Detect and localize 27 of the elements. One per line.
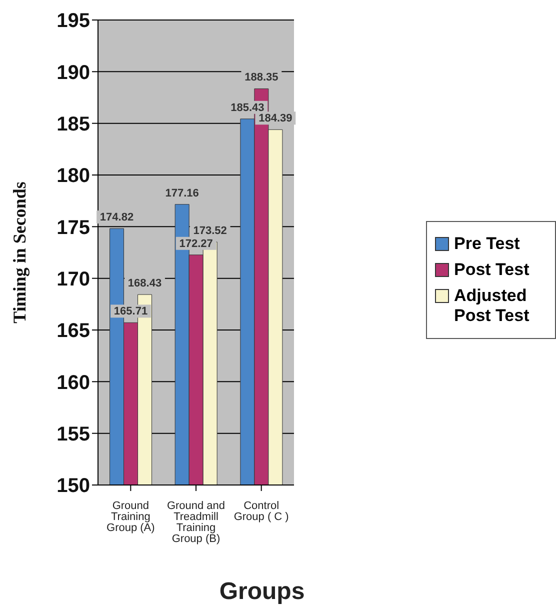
- legend-label: Adjusted Post Test: [454, 286, 530, 326]
- x-tick-label: Ground Training Group (A): [106, 500, 155, 534]
- y-tick-label: 155: [56, 423, 90, 446]
- y-tick-label: 165: [56, 320, 90, 342]
- data-label: 173.52: [193, 224, 227, 237]
- y-tick-label: 150: [56, 475, 90, 498]
- data-label: 185.43: [230, 102, 264, 114]
- data-label: 168.43: [128, 278, 162, 290]
- y-tick-label: 175: [56, 216, 90, 239]
- y-axis-title: Timing in Seconds: [9, 182, 30, 324]
- data-label: 172.27: [179, 238, 213, 250]
- data-label: 177.16: [165, 187, 199, 200]
- y-tick-label: 185: [56, 113, 90, 136]
- data-label: 188.35: [244, 72, 278, 84]
- legend-label: Post Test: [454, 260, 530, 280]
- x-tick-label: Ground and Treadmill Training Group (B): [166, 500, 226, 545]
- y-tick-label: 180: [56, 165, 90, 188]
- y-tick-label: 190: [56, 62, 90, 84]
- y-tick-label: 160: [56, 372, 90, 394]
- x-axis-title: Groups: [218, 578, 306, 606]
- y-tick-label: 170: [56, 268, 90, 290]
- x-tick-label: Control Group ( C ): [234, 500, 289, 523]
- data-label: 165.71: [114, 306, 148, 318]
- y-tick-label: 195: [56, 10, 90, 32]
- data-label: 174.82: [100, 212, 134, 224]
- legend-label: Pre Test: [454, 234, 520, 254]
- data-label: 184.39: [258, 112, 292, 125]
